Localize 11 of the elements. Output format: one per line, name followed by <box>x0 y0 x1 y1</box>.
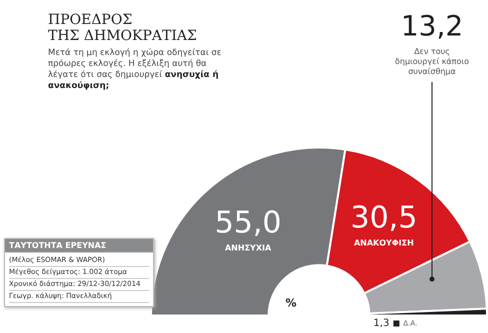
data-label: 55,0 <box>214 205 282 240</box>
text: Μετά τη μη εκλογή η χώρα οδηγείται σε πρόωρες εκλογές. Η εξέλιξη αυτή θα λέγατε ότι σας δημιουργεί ανησυχία ή ανακούφιση; <box>48 48 222 91</box>
data-label: 30,5 <box>350 200 418 236</box>
slice-label: Δεν τους δημιουργεί κάποιο συναίσθημα <box>395 47 470 76</box>
data-label: 13,2 <box>400 9 464 42</box>
text: % <box>285 296 297 310</box>
chart-title: ΠΡΟΕΔΡΟΣ ΤΗΣ ΔΗΜΟΚΡΑΤΙΑΣ <box>48 12 197 44</box>
data-label: 1,3 <box>373 318 390 330</box>
slice-label: ΑΝΗΣΥΧΙΑ <box>224 244 272 253</box>
slice-label: ΑΝΑΚΟΥΦΙΣΗ <box>354 238 414 248</box>
text: ΤΑΥΤΟΤΗΤΑ ΕΡΕΥΝΑΣ <box>5 239 153 253</box>
